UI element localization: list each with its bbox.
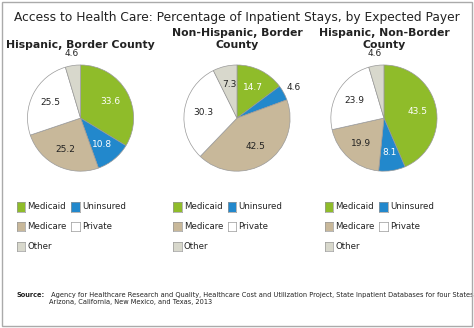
Text: 4.6: 4.6 xyxy=(64,50,78,58)
Text: Agency for Healthcare Research and Quality, Healthcare Cost and Utilization Proj: Agency for Healthcare Research and Quali… xyxy=(49,292,474,305)
Text: 43.5: 43.5 xyxy=(408,107,428,115)
Wedge shape xyxy=(331,67,384,130)
Text: Access to Health Care: Percentage of Inpatient Stays, by Expected Payer: Access to Health Care: Percentage of Inp… xyxy=(14,11,460,25)
Text: 8.1: 8.1 xyxy=(382,148,396,157)
Text: Other: Other xyxy=(184,242,209,251)
Wedge shape xyxy=(81,65,134,146)
Text: 33.6: 33.6 xyxy=(100,97,121,106)
Text: Medicare: Medicare xyxy=(184,222,223,231)
Text: Medicare: Medicare xyxy=(27,222,67,231)
Text: 10.8: 10.8 xyxy=(92,140,112,149)
Text: 25.2: 25.2 xyxy=(55,145,75,154)
Title: Hispanic, Border County: Hispanic, Border County xyxy=(6,40,155,50)
Text: Private: Private xyxy=(390,222,420,231)
Text: Uninsured: Uninsured xyxy=(390,202,434,212)
Wedge shape xyxy=(237,65,280,118)
Wedge shape xyxy=(379,118,405,171)
Wedge shape xyxy=(27,67,81,135)
Wedge shape xyxy=(237,86,287,118)
Title: Non-Hispanic, Border
County: Non-Hispanic, Border County xyxy=(172,28,302,50)
Text: 14.7: 14.7 xyxy=(243,83,263,92)
Text: Other: Other xyxy=(27,242,52,251)
Text: Medicare: Medicare xyxy=(336,222,375,231)
Wedge shape xyxy=(369,65,384,118)
Wedge shape xyxy=(65,65,81,118)
Wedge shape xyxy=(184,71,237,156)
Wedge shape xyxy=(213,65,237,118)
Wedge shape xyxy=(200,100,290,171)
Text: Source:: Source: xyxy=(17,292,45,298)
Text: Private: Private xyxy=(82,222,112,231)
Wedge shape xyxy=(30,118,99,171)
Wedge shape xyxy=(332,118,384,171)
Text: 4.6: 4.6 xyxy=(287,83,301,92)
Text: 4.6: 4.6 xyxy=(367,50,382,58)
Text: Medicaid: Medicaid xyxy=(184,202,222,212)
Text: Uninsured: Uninsured xyxy=(82,202,126,212)
Wedge shape xyxy=(384,65,437,167)
Text: Medicaid: Medicaid xyxy=(27,202,66,212)
Text: 25.5: 25.5 xyxy=(40,98,60,107)
Text: 23.9: 23.9 xyxy=(344,96,364,105)
Text: Other: Other xyxy=(336,242,360,251)
Text: 19.9: 19.9 xyxy=(351,139,371,148)
Wedge shape xyxy=(81,118,126,168)
Text: 42.5: 42.5 xyxy=(246,142,266,152)
Text: 30.3: 30.3 xyxy=(193,108,213,117)
Text: Private: Private xyxy=(238,222,268,231)
Text: Medicaid: Medicaid xyxy=(336,202,374,212)
Title: Hispanic, Non-Border
County: Hispanic, Non-Border County xyxy=(319,28,449,50)
Text: 7.3: 7.3 xyxy=(222,80,237,89)
Text: Uninsured: Uninsured xyxy=(238,202,283,212)
